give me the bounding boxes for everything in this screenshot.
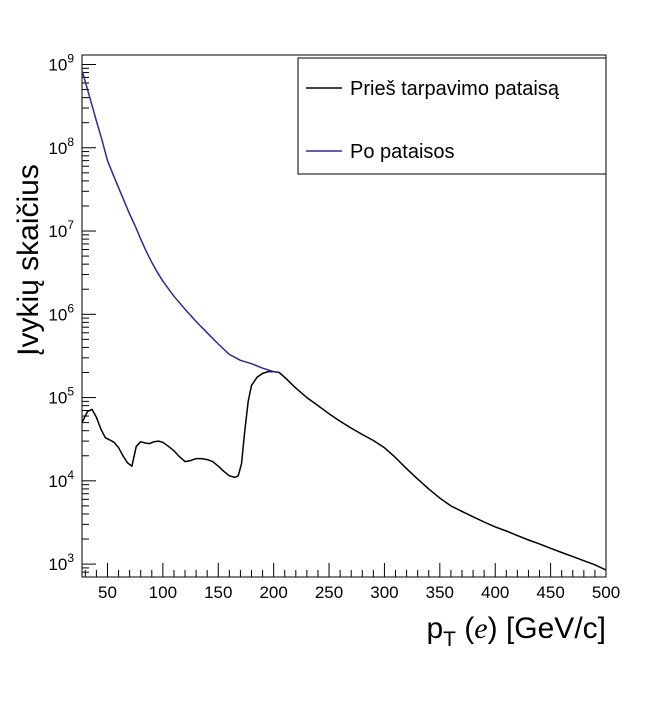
plot-frame: [81, 54, 607, 578]
x-tick-label-6: 350: [426, 583, 454, 602]
y-tick-label-2: 105: [48, 385, 74, 408]
series-line-1: [81, 70, 280, 374]
x-tick-label-2: 150: [204, 583, 232, 602]
x-axis-title-sub: T: [443, 628, 456, 651]
x-tick-label-8: 450: [536, 583, 564, 602]
y-axis-title: Įvykių skaičius: [12, 164, 45, 356]
x-axis-title: pT (e) [GeV/c]: [426, 612, 606, 651]
x-tick-label-3: 200: [259, 583, 287, 602]
series-line-0: [81, 370, 607, 571]
legend-label-1: Po pataisos: [350, 141, 455, 163]
axis-tick-labels: 50 100 150 200 250 300 350 400 450 500 103 104 105 10…: [48, 51, 620, 602]
y-tick-label-1: 104: [48, 468, 74, 491]
x-tick-label-4: 250: [315, 583, 343, 602]
y-tick-label-6: 109: [48, 51, 74, 74]
y-tick-label-5: 108: [48, 135, 74, 158]
y-tick-label-4: 107: [48, 218, 74, 241]
x-tick-label-0: 50: [98, 583, 117, 602]
y-tick-label-0: 103: [48, 551, 74, 574]
y-tick-label-3: 106: [48, 301, 74, 324]
x-axis-title-var: e: [474, 612, 487, 645]
legend-box: [297, 57, 607, 175]
x-axis-title-main: p: [426, 612, 443, 645]
x-tick-label-1: 100: [149, 583, 177, 602]
x-tick-label-7: 400: [481, 583, 509, 602]
series-group: [81, 70, 607, 571]
x-tick-label-9: 500: [592, 583, 620, 602]
legend-label-0: Prieš tarpavimo pataisą: [350, 78, 560, 100]
x-tick-label-5: 300: [370, 583, 398, 602]
x-axis-title-unit: [GeV/c]: [506, 612, 606, 645]
legend: Prieš tarpavimo pataisą Po pataisos: [297, 57, 607, 175]
